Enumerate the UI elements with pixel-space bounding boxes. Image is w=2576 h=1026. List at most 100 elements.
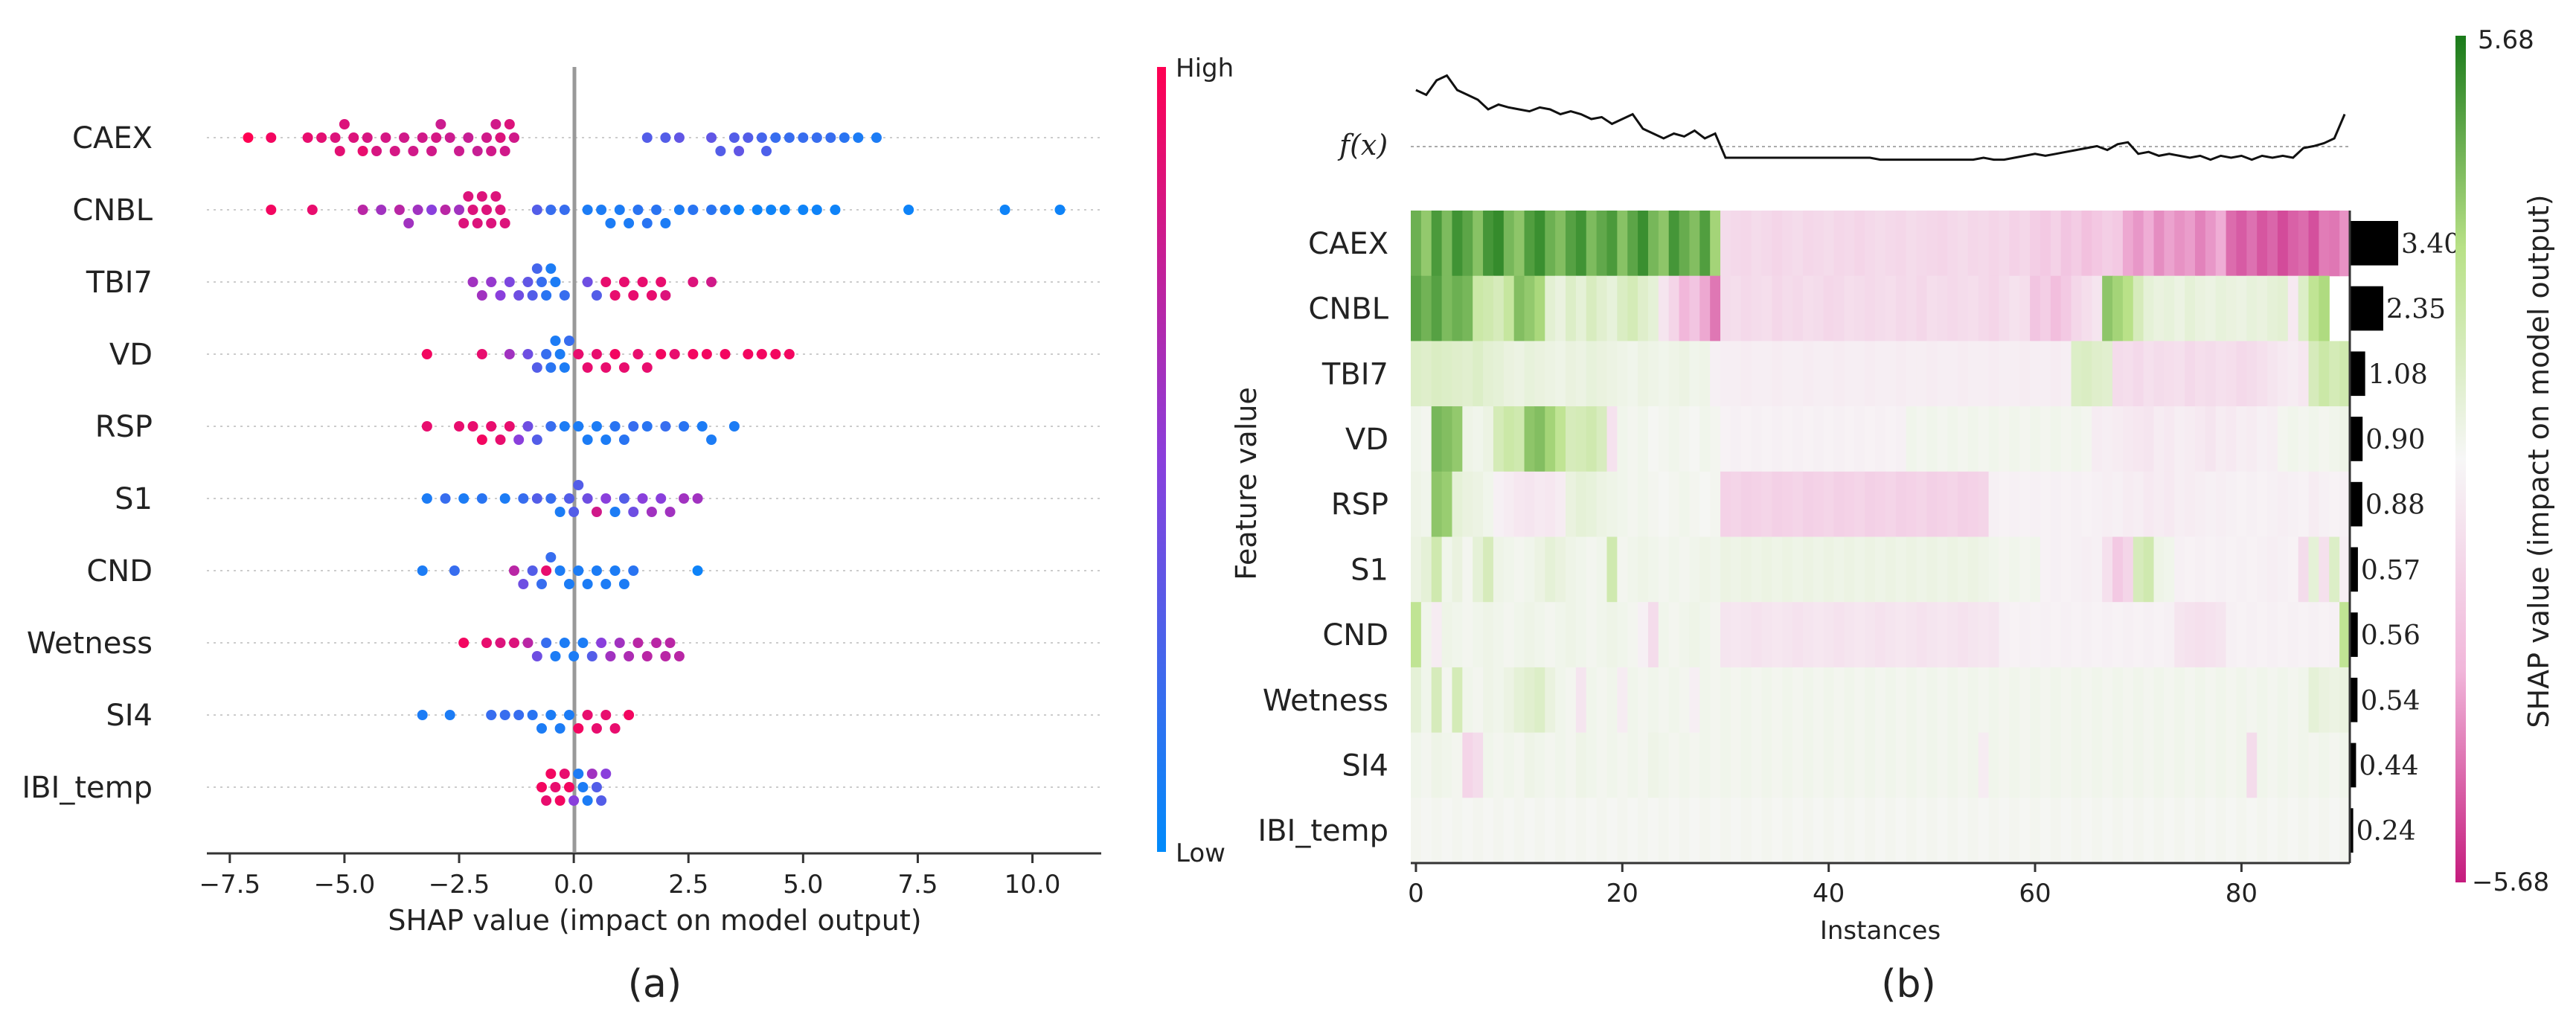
heatmap-cell xyxy=(1999,471,2010,538)
shap-point xyxy=(376,205,387,215)
heatmap-cell xyxy=(1865,602,1876,668)
heatmap-cell xyxy=(1740,798,1752,864)
heatmap-cell xyxy=(2102,732,2113,798)
heatmap-cell xyxy=(2298,341,2310,407)
heatmap-cell xyxy=(2298,798,2310,864)
heatmap-cell xyxy=(2246,732,2258,798)
shap-point xyxy=(624,651,635,661)
shap-point xyxy=(679,493,690,504)
heatmap-cell xyxy=(2030,798,2041,864)
heatmap-cell xyxy=(1813,471,1824,538)
heatmap-cell xyxy=(1596,602,1608,668)
shap-point xyxy=(591,507,602,517)
heatmap-cell xyxy=(1617,211,1628,277)
shap-point xyxy=(577,638,589,648)
heatmap-cell xyxy=(2215,732,2227,798)
heatmap-cell xyxy=(2194,275,2206,342)
heatmap-cell xyxy=(1452,211,1463,277)
heatmap-cell xyxy=(1730,406,1742,472)
heatmap-cell xyxy=(1967,275,1979,342)
heatmap-cell xyxy=(1967,341,1979,407)
heatmap-cell xyxy=(1720,275,1731,342)
heatmap-cell xyxy=(1462,798,1473,864)
heatmap-cell xyxy=(1668,732,1680,798)
heatmap-cell xyxy=(2164,732,2175,798)
heatmap-cell xyxy=(2267,406,2278,472)
shap-point xyxy=(513,290,525,301)
heatmap-cell xyxy=(1699,732,1711,798)
shap-point xyxy=(766,205,777,215)
heatmap-cell xyxy=(1524,667,1536,734)
heatmap-cell xyxy=(1689,732,1700,798)
heatmap-panel: f(x) CAEX CNBL TBI7 VD RSP S1 CND Wetness SI4 IBI… xyxy=(1230,25,2555,1007)
heatmap-x-tick-label: 80 xyxy=(2226,879,2258,908)
heatmap-cell xyxy=(1534,471,1545,538)
heatmap-cell xyxy=(2060,341,2072,407)
shap-point xyxy=(545,362,557,373)
shap-point xyxy=(454,205,465,215)
heatmap-cell xyxy=(2267,341,2278,407)
heatmap-cell xyxy=(2050,471,2062,538)
heatmap-cell xyxy=(2030,732,2041,798)
x-tick-label: 5.0 xyxy=(783,870,823,900)
heatmap-cell xyxy=(1958,341,1969,407)
heatmap-cell xyxy=(1906,471,1917,538)
heatmap-cell xyxy=(1947,406,1958,472)
heatmap-cell xyxy=(2133,341,2144,407)
heatmap-cell xyxy=(1947,536,1958,603)
heatmap-cell xyxy=(2174,536,2185,603)
heatmap-cell xyxy=(2122,341,2134,407)
shap-point xyxy=(444,710,455,720)
heatmap-cell xyxy=(2329,211,2340,277)
heatmap-cell xyxy=(2133,275,2144,342)
heatmap-cell xyxy=(2009,536,2020,603)
heatmap-cell xyxy=(1792,798,1804,864)
heatmap-cell xyxy=(1999,536,2010,603)
heatmap-cell xyxy=(1566,471,1577,538)
shap-point xyxy=(440,205,451,215)
shap-point xyxy=(357,205,368,215)
heatmap-cell xyxy=(1813,275,1824,342)
heatmap-cell xyxy=(1844,406,1855,472)
heatmap-cell xyxy=(2143,798,2155,864)
shap-point xyxy=(499,710,510,720)
heatmap-cell xyxy=(2215,798,2227,864)
shap-point xyxy=(614,205,625,215)
heatmap-x-tick-label: 20 xyxy=(1606,879,1638,908)
shap-point xyxy=(307,205,318,215)
heatmap-cell xyxy=(2226,536,2237,603)
heatmap-cell xyxy=(1411,732,1422,798)
heatmap-cell xyxy=(2308,341,2319,407)
heatmap-cell xyxy=(1441,275,1453,342)
heatmap-cell xyxy=(2133,471,2144,538)
shap-point xyxy=(545,421,557,432)
heatmap-cell xyxy=(1906,798,1917,864)
shap-point xyxy=(431,132,442,143)
heatmap-cell xyxy=(1926,732,1938,798)
heatmap-cell xyxy=(2174,471,2185,538)
heatmap-cell xyxy=(1596,471,1608,538)
heatmap-cell xyxy=(1813,798,1824,864)
heatmap-cell xyxy=(1833,211,1845,277)
heatmap-cell xyxy=(1710,406,1721,472)
heatmap-cell xyxy=(1999,602,2010,668)
feature-label: SI4 xyxy=(106,699,153,733)
heatmap-cell xyxy=(1710,536,1721,603)
shap-point xyxy=(628,507,639,517)
heatmap-cell xyxy=(1545,275,1556,342)
heatmap-cell xyxy=(2071,341,2083,407)
heatmap-cell xyxy=(2246,471,2258,538)
heatmap-cell xyxy=(1885,667,1897,734)
heatmap-cell xyxy=(2226,667,2237,734)
heatmap-cell xyxy=(1792,536,1804,603)
heatmap-cell xyxy=(1473,667,1484,734)
heatmap-feature-label: RSP xyxy=(1331,488,1388,522)
heatmap-cell xyxy=(2060,602,2072,668)
heatmap-cell xyxy=(2040,275,2051,342)
heatmap-cell xyxy=(1411,602,1422,668)
shap-point xyxy=(582,362,593,373)
heatmap-cell xyxy=(1658,667,1670,734)
heatmap-cell xyxy=(2257,536,2268,603)
heatmap-cell xyxy=(1937,211,1948,277)
heatmap-cell xyxy=(2050,341,2062,407)
